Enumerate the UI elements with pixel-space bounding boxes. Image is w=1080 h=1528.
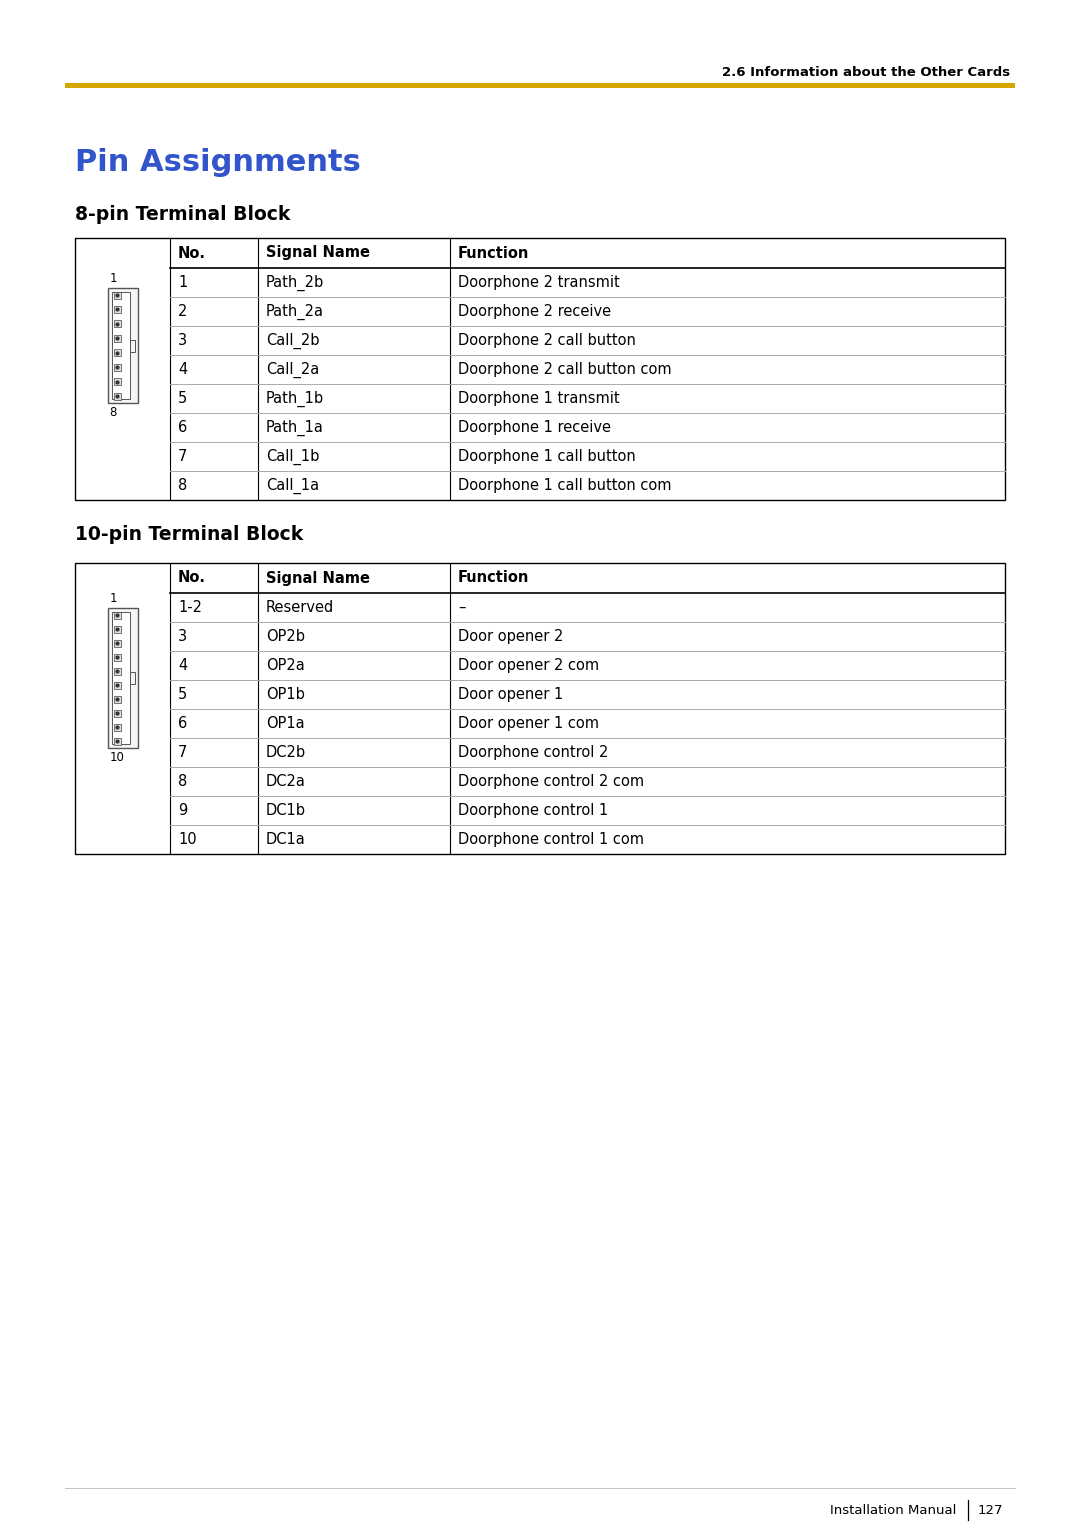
Text: Door opener 1 com: Door opener 1 com [458, 717, 599, 730]
Text: Doorphone 2 transmit: Doorphone 2 transmit [458, 275, 620, 290]
Bar [113, 377, 121, 385]
Text: DC1b: DC1b [266, 804, 306, 817]
Bar [130, 672, 135, 685]
Text: Doorphone 1 receive: Doorphone 1 receive [458, 420, 611, 435]
Text: Doorphone 1 call button com: Doorphone 1 call button com [458, 478, 672, 494]
Bar [75, 562, 1005, 854]
Text: Function: Function [458, 570, 529, 585]
Text: –: – [458, 601, 465, 614]
Bar [113, 364, 121, 371]
Text: Call_1a: Call_1a [266, 477, 319, 494]
Text: 10: 10 [109, 750, 124, 764]
Text: 3: 3 [178, 630, 187, 643]
Text: Call_1b: Call_1b [266, 448, 320, 465]
Text: 10-pin Terminal Block: 10-pin Terminal Block [75, 526, 303, 544]
Bar [113, 738, 121, 744]
Bar [113, 306, 121, 313]
Text: DC2a: DC2a [266, 775, 306, 788]
Text: Door opener 2 com: Door opener 2 com [458, 659, 599, 672]
Text: 7: 7 [178, 746, 187, 759]
Text: Doorphone control 1: Doorphone control 1 [458, 804, 608, 817]
Text: 1-2: 1-2 [178, 601, 202, 614]
Bar [113, 695, 121, 703]
Text: Path_2a: Path_2a [266, 304, 324, 319]
Text: No.: No. [178, 570, 206, 585]
Text: Path_1a: Path_1a [266, 419, 324, 435]
Text: 10: 10 [178, 833, 197, 847]
Bar [113, 723, 121, 730]
Text: 4: 4 [178, 362, 187, 377]
Text: Doorphone 2 call button com: Doorphone 2 call button com [458, 362, 672, 377]
Text: Reserved: Reserved [266, 601, 334, 614]
Text: 1: 1 [178, 275, 187, 290]
Text: Call_2a: Call_2a [266, 362, 320, 377]
Text: DC1a: DC1a [266, 833, 306, 847]
Bar [113, 350, 121, 356]
Text: Doorphone 2 receive: Doorphone 2 receive [458, 304, 611, 319]
Bar [113, 321, 121, 327]
Text: Doorphone 2 call button: Doorphone 2 call button [458, 333, 636, 348]
Text: 5: 5 [178, 391, 187, 406]
Text: Doorphone 1 transmit: Doorphone 1 transmit [458, 391, 620, 406]
Text: 127: 127 [978, 1504, 1003, 1516]
Text: 2: 2 [178, 304, 187, 319]
Text: 3: 3 [178, 333, 187, 348]
Text: 8-pin Terminal Block: 8-pin Terminal Block [75, 205, 291, 225]
Text: Signal Name: Signal Name [266, 246, 370, 260]
Bar [113, 709, 121, 717]
Bar [113, 611, 121, 619]
Bar [111, 613, 130, 744]
Bar [113, 668, 121, 674]
Text: 5: 5 [178, 688, 187, 701]
Text: No.: No. [178, 246, 206, 260]
Bar [113, 292, 121, 298]
Text: 8: 8 [178, 478, 187, 494]
Text: OP1b: OP1b [266, 688, 305, 701]
Bar [113, 640, 121, 646]
Bar [65, 83, 1015, 89]
Text: Function: Function [458, 246, 529, 260]
Text: 7: 7 [178, 449, 187, 465]
Text: Call_2b: Call_2b [266, 333, 320, 348]
Text: Path_1b: Path_1b [266, 390, 324, 406]
Bar [113, 393, 121, 399]
Bar [111, 292, 130, 399]
Text: 1: 1 [109, 272, 117, 286]
Text: 6: 6 [178, 420, 187, 435]
Text: Signal Name: Signal Name [266, 570, 370, 585]
Text: 6: 6 [178, 717, 187, 730]
Text: OP1a: OP1a [266, 717, 305, 730]
Text: Doorphone 1 call button: Doorphone 1 call button [458, 449, 636, 465]
Bar [113, 654, 121, 660]
Bar [113, 681, 121, 689]
Bar [113, 625, 121, 633]
Bar [108, 608, 137, 749]
Text: 1: 1 [109, 591, 117, 605]
Bar [130, 339, 135, 351]
Text: Installation Manual: Installation Manual [831, 1504, 957, 1516]
Text: DC2b: DC2b [266, 746, 306, 759]
Text: 8: 8 [109, 406, 117, 419]
Bar [75, 238, 1005, 500]
Text: Doorphone control 1 com: Doorphone control 1 com [458, 833, 644, 847]
Text: Door opener 2: Door opener 2 [458, 630, 564, 643]
Text: 4: 4 [178, 659, 187, 672]
Text: Doorphone control 2: Doorphone control 2 [458, 746, 608, 759]
Text: 8: 8 [178, 775, 187, 788]
Bar [108, 287, 137, 403]
Bar [113, 335, 121, 342]
Text: 2.6 Information about the Other Cards: 2.6 Information about the Other Cards [721, 66, 1010, 78]
Text: Path_2b: Path_2b [266, 275, 324, 290]
Text: Doorphone control 2 com: Doorphone control 2 com [458, 775, 644, 788]
Text: Pin Assignments: Pin Assignments [75, 148, 361, 177]
Text: 9: 9 [178, 804, 187, 817]
Text: Door opener 1: Door opener 1 [458, 688, 564, 701]
Text: OP2b: OP2b [266, 630, 305, 643]
Text: OP2a: OP2a [266, 659, 305, 672]
